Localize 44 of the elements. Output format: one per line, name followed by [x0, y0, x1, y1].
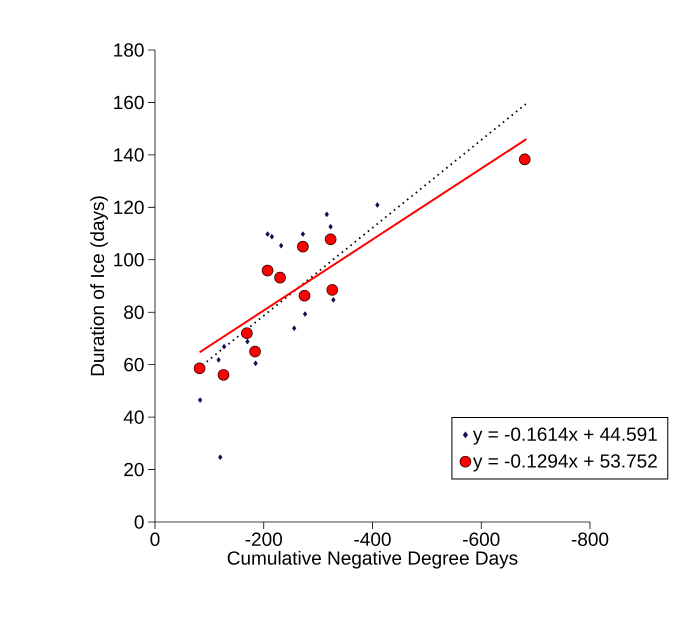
point [253, 360, 258, 366]
legend-label: y = -0.1614x + 44.591 [472, 427, 657, 445]
y-tick-label: 80 [124, 305, 144, 319]
y-tick-label: 160 [114, 96, 144, 110]
point [274, 272, 286, 284]
point [194, 362, 206, 374]
x-tick-label: -400 [354, 532, 391, 546]
point [331, 297, 336, 303]
point [297, 240, 309, 252]
point [216, 357, 221, 363]
x-axis-title: Cumulative Negative Degree Days [228, 550, 518, 569]
point [278, 242, 284, 248]
y-tick-label: 140 [114, 148, 144, 162]
y-tick-label: 20 [124, 462, 144, 476]
point [328, 224, 333, 230]
point [375, 202, 380, 208]
point [324, 234, 336, 246]
point [270, 234, 274, 240]
x-tick-label: 0 [150, 532, 160, 546]
point [222, 344, 226, 350]
x-tick-label: -600 [463, 532, 500, 546]
y-tick-label: 40 [124, 410, 144, 424]
y-axis-title: Duration of Ice (days) [90, 196, 108, 376]
x-tick-label: -800 [572, 532, 608, 546]
y-tick-label: 120 [114, 200, 144, 214]
point [298, 290, 310, 302]
point [326, 284, 338, 296]
legend-label: y = -0.1294x + 53.752 [472, 454, 657, 472]
point [324, 212, 329, 218]
point [245, 338, 250, 344]
y-tick-label: 60 [124, 358, 144, 372]
point [300, 231, 306, 237]
point [518, 154, 531, 166]
point [265, 231, 270, 237]
point [262, 264, 274, 276]
point [302, 311, 308, 317]
point [249, 346, 261, 358]
y-tick-label: 100 [114, 253, 144, 266]
point [241, 327, 253, 339]
y-tick-label: 180 [114, 43, 144, 57]
x-tick-label: -200 [246, 532, 282, 546]
point [198, 397, 202, 403]
point [218, 369, 230, 381]
y-tick-label: 0 [134, 515, 144, 529]
